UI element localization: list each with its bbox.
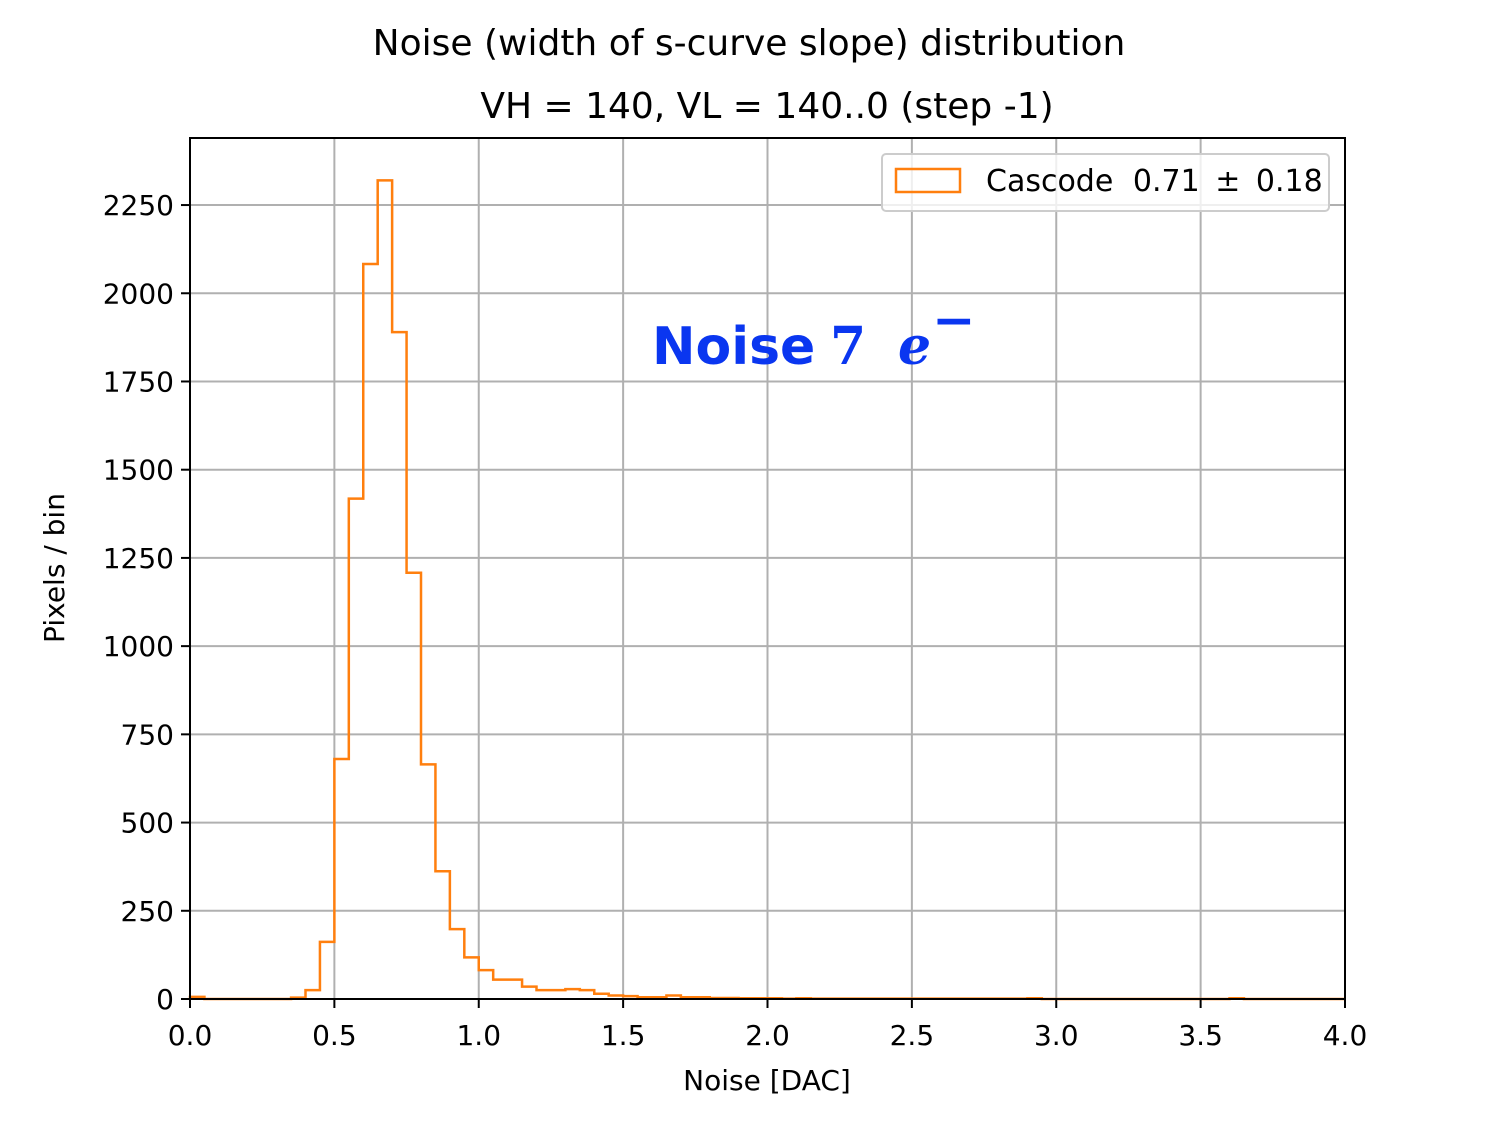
- annotation-superscript: −: [932, 290, 976, 351]
- x-tick-label: 3.0: [1034, 1019, 1079, 1052]
- plot-frame: [189, 137, 1346, 1000]
- chart-subtitle: VH = 140, VL = 140..0 (step -1): [480, 86, 1053, 127]
- y-tick-label: 500: [121, 807, 174, 840]
- y-tick-label: 750: [121, 718, 174, 751]
- x-tick-label: 1.0: [456, 1019, 501, 1052]
- legend-label: Cascode: [986, 164, 1113, 199]
- y-tick-label: 250: [121, 895, 174, 928]
- y-tick-label: 0: [156, 983, 174, 1016]
- chart-title: Noise (width of s-curve slope) distribut…: [373, 23, 1126, 64]
- annotation-electron-symbol: e: [898, 316, 931, 377]
- x-tick-label: 0.0: [168, 1019, 213, 1052]
- x-tick-label: 1.5: [601, 1019, 646, 1052]
- x-tick-label: 0.5: [312, 1019, 357, 1052]
- legend: Cascode 0.71 ± 0.18: [881, 153, 1330, 212]
- legend-mean: 0.71: [1133, 164, 1200, 199]
- y-tick-label: 1500: [103, 454, 174, 487]
- x-tick-label: 2.5: [890, 1019, 935, 1052]
- legend-frame: [881, 153, 1330, 212]
- x-tick-label: 4.0: [1323, 1019, 1368, 1052]
- y-axis-label: Pixels / bin: [38, 493, 71, 643]
- y-tick-label: 1000: [103, 630, 174, 663]
- y-tick-label: 2250: [103, 189, 174, 222]
- annotation-number: 7: [830, 316, 866, 377]
- noise-annotation: Noise 7 e −: [652, 290, 976, 377]
- y-tick-label: 1750: [103, 365, 174, 398]
- axis-ticks: 0.0 0.5 1.0 1.5 2.0 2.5 3.0 3.5 4.0 0 250 500 750 100…: [103, 189, 1368, 1052]
- legend-swatch: [894, 167, 962, 194]
- annotation-word: Noise: [652, 317, 815, 377]
- grid-lines: [189, 138, 1346, 1000]
- legend-pm: ±: [1215, 164, 1240, 199]
- legend-entry: Cascode 0.71 ± 0.18: [986, 164, 1323, 199]
- y-tick-label: 1250: [103, 542, 174, 575]
- x-tick-label: 2.0: [745, 1019, 790, 1052]
- x-tick-label: 3.5: [1178, 1019, 1223, 1052]
- x-axis-label: Noise [DAC]: [683, 1064, 851, 1097]
- legend-sigma: 0.18: [1256, 164, 1323, 199]
- y-tick-label: 2000: [103, 277, 174, 310]
